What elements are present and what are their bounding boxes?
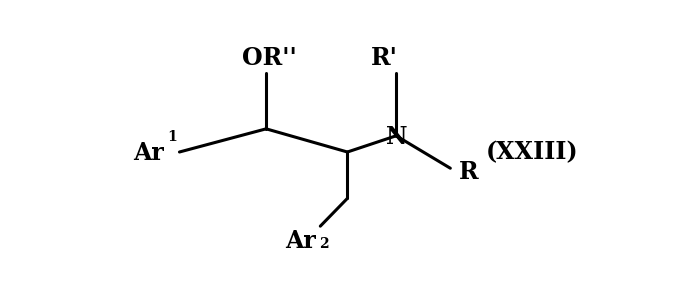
- Text: R': R': [370, 46, 398, 70]
- Text: 2: 2: [319, 237, 329, 250]
- Text: Ar: Ar: [285, 229, 316, 253]
- Text: (XXIII): (XXIII): [485, 140, 578, 164]
- Text: OR'': OR'': [242, 46, 296, 70]
- Text: N: N: [387, 125, 408, 149]
- Text: R: R: [459, 160, 478, 184]
- Text: 1: 1: [168, 130, 178, 144]
- Text: Ar: Ar: [134, 141, 164, 165]
